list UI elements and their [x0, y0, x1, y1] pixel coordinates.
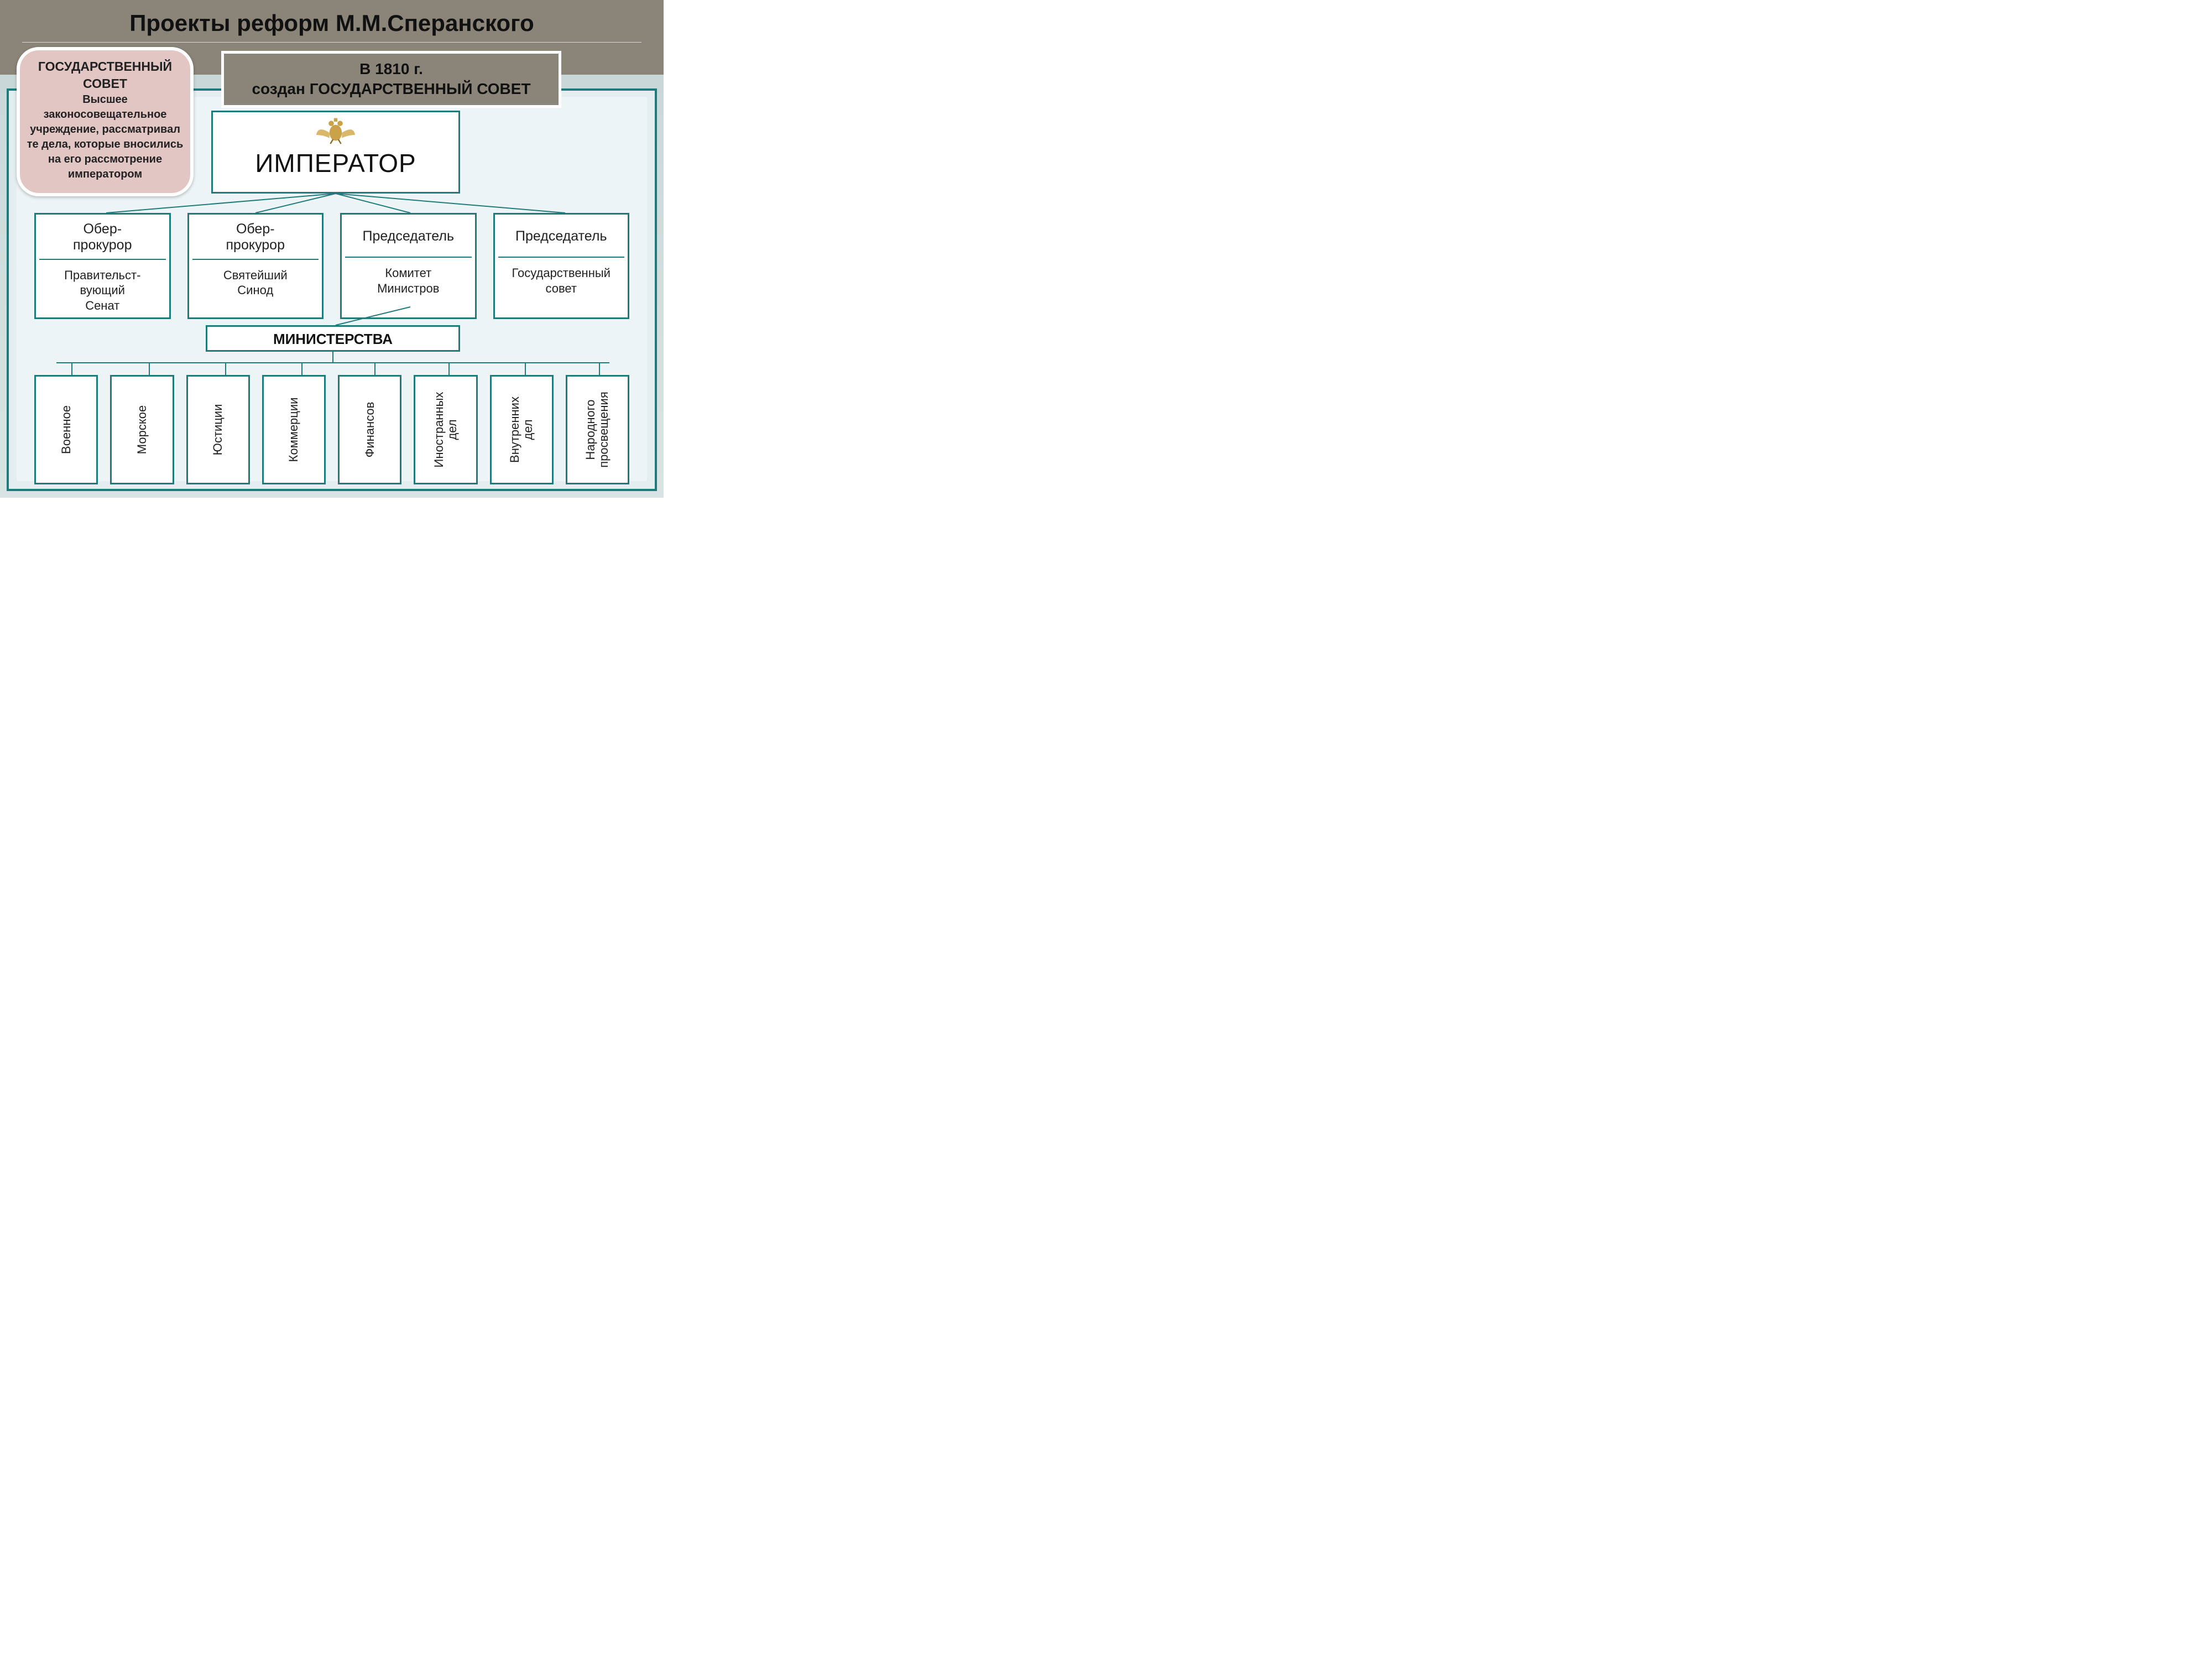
- banner-line1: В 1810 г.: [232, 59, 551, 79]
- ministry-label: Внутреннихдел: [508, 380, 535, 479]
- banner-line2: создан ГОСУДАРСТВЕННЫЙ СОВЕТ: [232, 79, 551, 99]
- institutions-row: Обер-прокурор Правительст-вующийСенат Об…: [34, 213, 629, 319]
- ministry-label: Иностранныхдел: [432, 380, 459, 479]
- callout-state-council: ГОСУДАРСТВЕННЫЙ СОВЕТ Высшее законосовещ…: [17, 47, 194, 196]
- ministry-label: Финансов: [363, 402, 377, 458]
- inst-body: Государственныйсовет: [498, 258, 625, 296]
- node-emperor: ИМПЕРАТОР: [211, 111, 460, 194]
- ministry-education: Народногопросвещения: [566, 375, 629, 484]
- ministry-naval: Морское: [110, 375, 174, 484]
- ministry-label: Юстиции: [211, 404, 225, 456]
- ministry-commerce: Коммерции: [262, 375, 326, 484]
- inst-head: Обер-прокурор: [39, 219, 166, 260]
- callout-body: Высшее законосовещательное учреждение, р…: [27, 92, 184, 182]
- node-senate: Обер-прокурор Правительст-вующийСенат: [34, 213, 171, 319]
- ministry-military: Военное: [34, 375, 98, 484]
- node-ministries: МИНИСТЕРСТВА: [206, 325, 460, 352]
- inst-head: Председатель: [345, 219, 472, 258]
- ministry-label: Морское: [135, 405, 149, 454]
- ministry-internal-affairs: Внутреннихдел: [490, 375, 554, 484]
- inst-head: Обер-прокурор: [192, 219, 319, 260]
- inst-body: СвятейшийСинод: [192, 260, 319, 298]
- double-eagle-icon: [314, 117, 358, 144]
- ministry-label: Коммерции: [287, 398, 300, 462]
- ministry-justice: Юстиции: [186, 375, 250, 484]
- inst-body: КомитетМинистров: [345, 258, 472, 296]
- inst-body: Правительст-вующийСенат: [39, 260, 166, 314]
- title-underline: [22, 42, 641, 43]
- ministry-foreign-affairs: Иностранныхдел: [414, 375, 477, 484]
- ministry-label: Военное: [60, 405, 73, 454]
- connectors-tier1: [7, 194, 657, 216]
- emperor-label: ИМПЕРАТОР: [213, 148, 458, 178]
- node-state-council: Председатель Государственныйсовет: [493, 213, 630, 319]
- ministry-finance: Финансов: [338, 375, 401, 484]
- page-title: Проекты реформ М.М.Сперанского: [0, 10, 664, 49]
- node-synod: Обер-прокурор СвятейшийСинод: [187, 213, 324, 319]
- inst-head: Председатель: [498, 219, 625, 258]
- connectors-tier2: [7, 352, 657, 377]
- callout-title: ГОСУДАРСТВЕННЫЙ СОВЕТ: [27, 58, 184, 92]
- ministries-row: Военное Морское Юстиции Коммерции Финанс…: [34, 375, 629, 484]
- banner-1810: В 1810 г. создан ГОСУДАРСТВЕННЫЙ СОВЕТ: [221, 51, 561, 108]
- ministry-label: Народногопросвещения: [584, 380, 611, 479]
- node-committee-ministers: Председатель КомитетМинистров: [340, 213, 477, 319]
